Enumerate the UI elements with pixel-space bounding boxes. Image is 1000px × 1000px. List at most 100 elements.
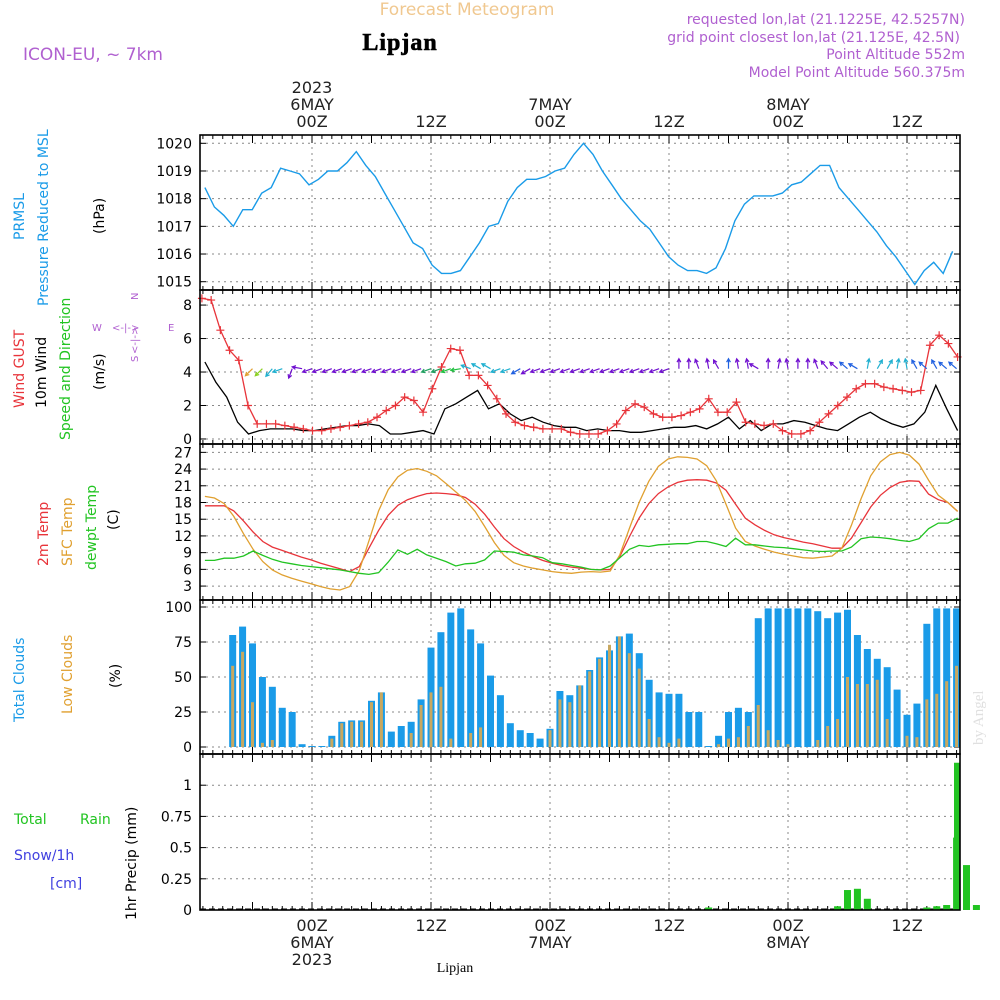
gust-marker (253, 419, 262, 428)
low-cloud-bar (270, 740, 274, 747)
gust-marker (907, 388, 916, 397)
precip-bar (954, 762, 960, 910)
y-tick-label: 3 (183, 579, 192, 595)
wind-direction-arrow (420, 368, 432, 374)
total-cloud-bar (764, 608, 772, 747)
total-cloud-bar (774, 608, 782, 747)
gust-marker (502, 409, 511, 418)
compass-horizontal-arrows: <-|-> (112, 323, 139, 334)
total-cloud-bar (804, 608, 812, 747)
y-tick-label: 24 (174, 462, 192, 478)
temp-unit-label: (C) (106, 509, 122, 530)
wind-direction-arrow (287, 368, 293, 380)
low-cloud-bar (667, 742, 671, 747)
wind-direction-arrow (449, 367, 461, 373)
wind-direction-arrow (805, 357, 811, 369)
gust-marker (326, 424, 335, 433)
wind-direction-arrow (510, 368, 521, 375)
point-altitude: Point Altitude 552m (826, 47, 965, 63)
top-axis-label: 6MAY (290, 95, 334, 114)
y-tick-label: 1015 (156, 275, 192, 291)
top-axis-label: 8MAY (766, 95, 810, 114)
low-cloud-bar (598, 658, 602, 747)
gust-marker (207, 296, 216, 305)
low-cloud-bar (251, 702, 254, 747)
requested-coords: requested lon,lat (21.1225E, 42.5257N) (687, 12, 965, 28)
total-cloud-bar (467, 629, 475, 747)
y-tick-label: 0 (183, 903, 192, 919)
wind-direction-arrow (589, 368, 600, 374)
low-cloud-bar (548, 730, 552, 747)
low-cloud-bar (360, 721, 364, 747)
gust-marker (336, 423, 345, 432)
gust-marker (290, 423, 299, 432)
wind-direction-arrow (712, 358, 720, 369)
total-cloud-bar (506, 723, 514, 747)
gust-marker (317, 426, 326, 435)
gust-marker (870, 379, 879, 388)
low-cloud-bar (617, 636, 621, 747)
y-tick-label: 1017 (156, 219, 192, 235)
wind-direction-arrow (903, 357, 909, 369)
low-cloud-bar (637, 668, 641, 747)
y-tick-label: 50 (174, 670, 192, 686)
gust-marker (750, 419, 759, 428)
gust-marker (806, 426, 815, 435)
dewpt-line (204, 517, 958, 576)
bottom-axis-label: 00Z (296, 916, 327, 935)
y-tick-label: 0.75 (161, 809, 192, 825)
sfc-temp-label: SFC Temp (60, 497, 76, 566)
top-axis-label: 00Z (296, 112, 327, 131)
wind-direction-arrow (430, 368, 442, 374)
watermark: by Angel (971, 690, 987, 745)
top-axis-label: 00Z (772, 112, 803, 131)
bottom-axis-label: 8MAY (766, 933, 810, 952)
wind-direction-arrow (608, 368, 620, 374)
total-cloud-bar (685, 712, 693, 747)
gust-marker (686, 408, 695, 417)
low-cloud-bar (647, 719, 651, 747)
wind-direction-arrow (579, 368, 590, 374)
wind-direction-arrow (499, 368, 511, 374)
top-axis-label: 00Z (534, 112, 565, 131)
low-cloud-bar (558, 699, 562, 747)
panel-frame (199, 443, 961, 601)
total-cloud-bar (397, 726, 405, 747)
top-axis-label: 12Z (653, 112, 684, 131)
y-tick-label: 0.25 (161, 872, 192, 888)
precip-bar (863, 898, 871, 910)
wind-direction-arrow (390, 368, 402, 374)
low-cloud-bar (736, 737, 740, 747)
footer-location: Lipjan (437, 961, 474, 976)
y-tick-label: 25 (174, 705, 192, 721)
gust-marker (704, 394, 713, 403)
top-axis-label: 12Z (891, 112, 922, 131)
total-cloud-bar (268, 686, 276, 747)
gust-marker (234, 356, 243, 365)
wind-direction-arrow (765, 357, 771, 369)
wind-direction-arrow (686, 357, 692, 369)
total-cloud-bar (278, 707, 286, 747)
y-tick-label: 1020 (156, 136, 192, 152)
low-cloud-bar (875, 679, 879, 747)
wind-direction-arrow (886, 358, 893, 369)
low-cloud-bar (469, 733, 473, 747)
wind-direction-arrow (828, 361, 838, 370)
low-cloud-bar (608, 644, 611, 747)
total-cloud-bar (734, 707, 742, 747)
gust-marker (308, 426, 317, 435)
low-cloud-bar (955, 665, 959, 747)
wind-direction-arrow (784, 357, 790, 369)
panel-frame (199, 134, 961, 291)
gust-marker (373, 413, 382, 422)
gust-marker (354, 419, 363, 428)
compass-w: W (92, 323, 102, 334)
wind-direction-arrow (938, 361, 948, 370)
wind-direction-arrow (400, 368, 412, 374)
total-cloud-bar (387, 731, 395, 747)
wind-direction-arrow (311, 368, 323, 374)
low-cloud-bar (578, 685, 582, 747)
wind-direction-arrow (271, 368, 283, 374)
